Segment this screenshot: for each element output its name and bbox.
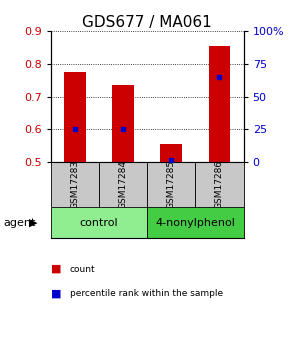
Text: ■: ■ <box>51 264 61 274</box>
Bar <box>209 46 230 162</box>
Bar <box>195 162 244 207</box>
Bar <box>99 162 147 207</box>
Text: ▶: ▶ <box>29 218 38 228</box>
Text: agent: agent <box>3 218 35 228</box>
Bar <box>112 85 134 162</box>
Bar <box>64 72 86 162</box>
Text: percentile rank within the sample: percentile rank within the sample <box>70 289 223 298</box>
Text: 4-nonylphenol: 4-nonylphenol <box>155 218 235 228</box>
Text: GSM17285: GSM17285 <box>167 160 176 209</box>
Text: GSM17286: GSM17286 <box>215 160 224 209</box>
Bar <box>160 144 182 162</box>
Text: GSM17283: GSM17283 <box>70 160 79 209</box>
Title: GDS677 / MA061: GDS677 / MA061 <box>82 15 212 30</box>
Text: GSM17284: GSM17284 <box>119 160 128 209</box>
Bar <box>51 162 99 207</box>
Bar <box>147 162 195 207</box>
Bar <box>51 207 147 238</box>
Bar <box>147 207 244 238</box>
Text: ■: ■ <box>51 288 61 298</box>
Text: count: count <box>70 265 95 274</box>
Text: control: control <box>80 218 118 228</box>
